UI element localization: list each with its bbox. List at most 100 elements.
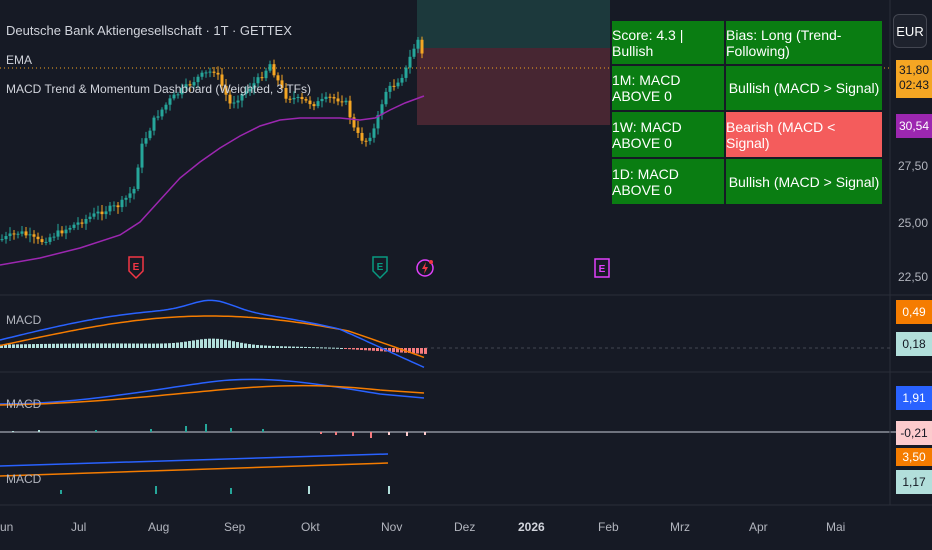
candle-body (300, 96, 304, 100)
candle-body (348, 100, 352, 118)
macd-histogram-bar (336, 347, 339, 349)
candle-body (52, 236, 56, 238)
candle-body (288, 98, 292, 100)
macd-histogram-bar (380, 348, 383, 352)
candle-body (336, 98, 340, 102)
macd-histogram-bar (144, 343, 147, 348)
currency-button[interactable]: EUR (893, 14, 927, 48)
candle-body (400, 77, 404, 83)
candle-body (112, 205, 116, 207)
macd-histogram-bar (48, 343, 51, 348)
macd-pane-3-label[interactable]: MACD (6, 472, 42, 486)
candle-body (120, 199, 124, 208)
macd-pane-1-label[interactable]: MACD (6, 313, 42, 327)
candle-body (192, 82, 196, 86)
earnings-badge-green: E (372, 256, 388, 280)
time-tick: Mai (826, 520, 846, 534)
candle-body (0, 239, 4, 241)
macd-histogram-bar (370, 432, 372, 438)
macd-pane-2-tag-0: 1,91 (896, 386, 932, 410)
macd-dashboard-indicator-label[interactable]: MACD Trend & Momentum Dashboard (Weighte… (6, 82, 312, 96)
last-price-tag: 31,80 02:43 (896, 60, 932, 98)
macd-histogram-bar (324, 347, 327, 349)
macd-histogram-bar (260, 345, 263, 348)
signal-line (0, 315, 425, 359)
candle-body (196, 76, 200, 83)
candle-body (332, 97, 336, 99)
ema-price-tag: 30,54 (896, 114, 932, 138)
macd-histogram-bar (140, 343, 143, 348)
candle-body (164, 104, 168, 110)
macd-histogram-bar (244, 343, 247, 348)
signal-line (0, 384, 425, 406)
macd-histogram-bar (400, 348, 403, 353)
candle-body (384, 91, 388, 105)
candle-body (148, 130, 152, 139)
macd-histogram-bar (424, 348, 427, 354)
macd-pane-2-label[interactable]: MACD (6, 397, 42, 411)
price-tick: 27,50 (898, 159, 929, 173)
macd-histogram-bar (68, 343, 71, 348)
macd-histogram-bar (388, 432, 390, 435)
macd-histogram-bar (316, 347, 319, 349)
macd-histogram-bar (352, 432, 354, 436)
candle-body (152, 117, 156, 131)
macd-line (0, 299, 425, 368)
candle-body (312, 104, 316, 107)
macd-histogram-bar (228, 340, 231, 348)
macd-pane-3-tag-0: 3,50 (896, 448, 932, 466)
macd-histogram-bar (208, 338, 211, 348)
macd-histogram-bar (104, 343, 107, 348)
candle-body (240, 94, 244, 101)
candle-body (380, 104, 384, 115)
macd-histogram-bar (64, 343, 67, 348)
candle-body (100, 211, 104, 215)
candle-body (352, 117, 356, 128)
macd-histogram-bar (52, 343, 55, 348)
candle-body (360, 132, 364, 141)
candle-body (4, 236, 8, 240)
candle-body (328, 96, 332, 98)
candle-body (92, 213, 96, 217)
macd-pane-2-tag-1: -0,21 (896, 421, 932, 445)
ema-line (0, 95, 425, 266)
price-tick: 25,00 (898, 216, 929, 230)
candle-body (48, 237, 52, 242)
macd-histogram-bar (44, 343, 47, 348)
macd-histogram-bar (8, 344, 11, 348)
macd-histogram-bar (80, 343, 83, 348)
candle-body (404, 67, 408, 78)
time-tick: Apr (749, 520, 768, 534)
macd-histogram-bar (152, 343, 155, 348)
macd-histogram-bar (320, 432, 322, 434)
position-profit-zone (417, 0, 610, 48)
macd-histogram-bar (312, 347, 315, 349)
macd-histogram-bar (192, 340, 195, 348)
signal-line (0, 462, 389, 477)
macd-histogram-bar (60, 490, 62, 494)
candle-body (60, 230, 64, 234)
price-tick: 22,50 (898, 270, 929, 284)
chart-title[interactable]: Deutsche Bank Aktiengesellschaft · 1T · … (6, 23, 292, 38)
svg-text:E: E (599, 264, 606, 275)
time-tick: 2026 (518, 520, 545, 534)
macd-pane-3-tag-1: 1,17 (896, 470, 932, 494)
macd-histogram-bar (4, 344, 7, 348)
macd-histogram-bar (360, 348, 363, 350)
candle-body (72, 224, 76, 228)
candle-body (116, 205, 120, 208)
macd-histogram-bar (0, 344, 3, 348)
candle-body (184, 84, 188, 89)
time-tick: un (0, 520, 14, 534)
macd-histogram-bar (416, 348, 419, 354)
macd-histogram-bar (38, 430, 40, 432)
macd-histogram-bar (180, 342, 183, 348)
macd-histogram-bar (264, 345, 267, 348)
macd-histogram-bar (172, 342, 175, 348)
earnings-badge-red: E (128, 256, 144, 280)
macd-histogram-bar (40, 343, 43, 348)
ema-indicator-label[interactable]: EMA (6, 53, 33, 67)
candle-body (188, 84, 192, 86)
candle-body (388, 85, 392, 92)
